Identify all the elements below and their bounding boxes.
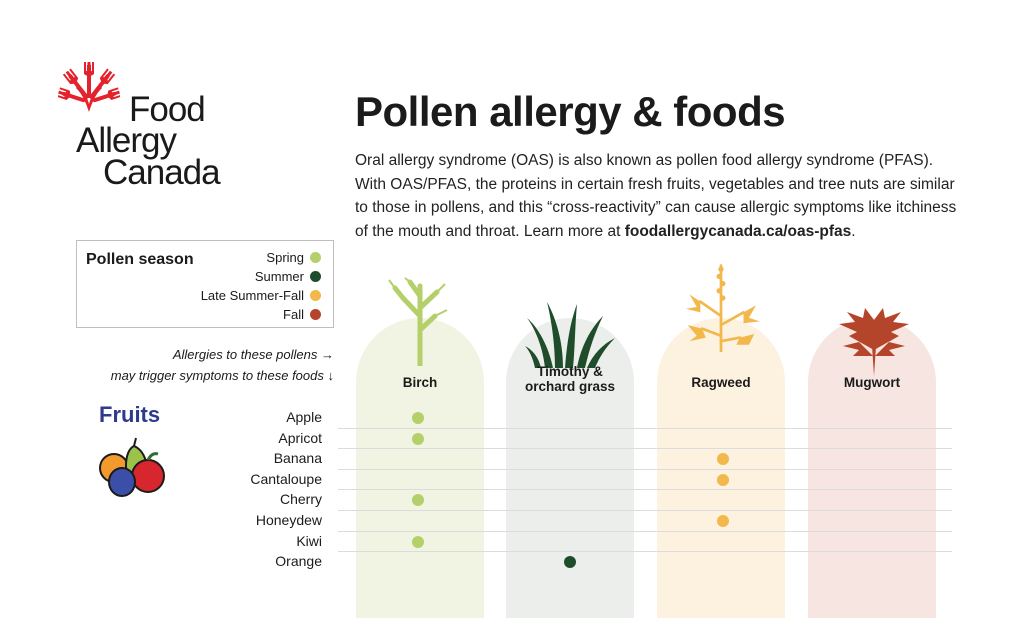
season-dot	[310, 271, 321, 282]
food-label: Cantaloupe	[250, 470, 322, 487]
intro-link[interactable]: foodallergycanada.ca/oas-pfas	[624, 222, 852, 240]
cross-reactivity-dot	[412, 412, 424, 424]
cross-reactivity-dot	[717, 515, 729, 527]
food-label: Honeydew	[255, 512, 322, 528]
intro-end: .	[851, 222, 856, 240]
birch-icon	[388, 277, 448, 366]
food-label: Orange	[275, 553, 322, 570]
grass-icon	[525, 302, 615, 368]
cross-reactivity-dot	[717, 473, 729, 486]
ragweed-icon	[685, 264, 760, 352]
column-birch	[356, 318, 484, 618]
column-label-mugwort: Mugwort	[843, 375, 901, 390]
intro-paragraph: Oral allergy syndrome (OAS) is also know…	[355, 149, 965, 243]
column-label-ragweed: Ragweed	[691, 375, 751, 390]
row-divider	[338, 531, 952, 532]
row-divider	[338, 428, 952, 429]
cross-reactivity-dot	[412, 535, 424, 548]
food-allergy-canada-logo-icon	[58, 62, 120, 112]
instruction-foods: may trigger symptoms to these foods ↓	[110, 368, 334, 383]
cross-reactivity-dot	[412, 432, 424, 445]
row-divider	[338, 469, 952, 470]
row-divider	[338, 551, 952, 552]
column-label-grass: Timothy & orchard grass	[524, 364, 616, 394]
food-label: Banana	[273, 450, 322, 467]
food-label: Kiwi	[296, 532, 322, 549]
logo-text-allergy: Allergy	[76, 121, 177, 160]
legend-item-spring: Spring	[266, 250, 321, 265]
row-divider	[338, 489, 952, 490]
logo-text-food: Food	[129, 90, 206, 129]
legend-title: Pollen season	[86, 251, 194, 268]
cross-reactivity-dot	[717, 453, 729, 466]
season-dot	[310, 252, 321, 263]
row-divider	[338, 448, 952, 449]
instruction-pollens: Allergies to these pollens →	[172, 347, 334, 362]
food-label: Apple	[286, 409, 322, 425]
page-title: Pollen allergy & foods	[355, 88, 786, 135]
legend-item-late-summer-fall: Late Summer-Fall	[201, 288, 321, 303]
legend-label: Late Summer-Fall	[200, 288, 304, 303]
column-mugwort	[808, 318, 936, 618]
cross-reactivity-dot	[564, 556, 576, 569]
pollen-season-legend: Pollen season Spring Summer Late Summer-…	[76, 240, 334, 328]
food-label: Apricot	[278, 429, 322, 446]
season-dot	[310, 309, 321, 320]
cross-reactivity-dot	[412, 494, 424, 507]
category-heading-fruits: Fruits	[99, 402, 161, 427]
mugwort-icon	[839, 308, 909, 376]
legend-label: Summer	[254, 269, 304, 284]
legend-label: Spring	[266, 250, 304, 265]
legend-item-summer: Summer	[255, 269, 321, 284]
intro-text: Oral allergy syndrome (OAS) is also know…	[355, 152, 957, 240]
fruits-icon	[99, 437, 165, 497]
legend-label: Fall	[283, 307, 304, 322]
column-label-birch: Birch	[402, 375, 438, 390]
legend-item-fall: Fall	[283, 307, 321, 322]
season-dot	[310, 290, 321, 301]
food-label: Cherry	[279, 491, 322, 508]
logo-text-canada: Canada	[103, 153, 221, 192]
column-ragweed	[657, 318, 785, 618]
row-divider	[338, 510, 952, 511]
